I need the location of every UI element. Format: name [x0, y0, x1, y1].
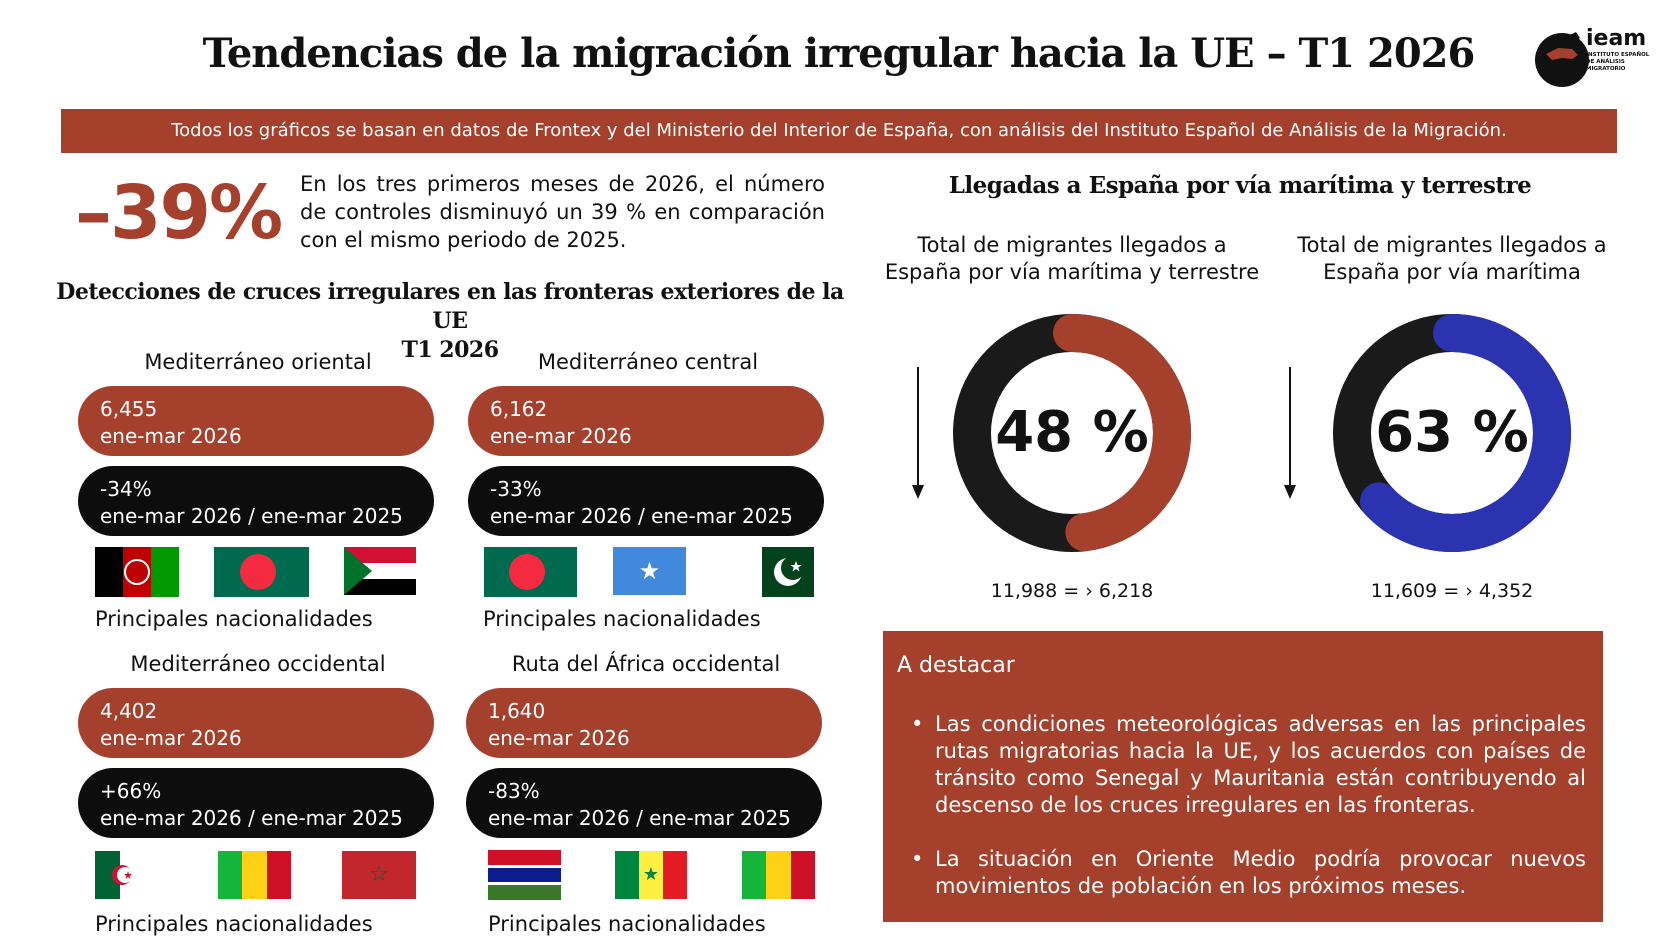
route-period: ene-mar 2026: [490, 424, 632, 448]
somalia-flag: ★: [613, 547, 686, 595]
spain-arrivals-title: Llegadas a España por vía marítima y ter…: [948, 172, 1532, 199]
route-change: +66%: [100, 779, 162, 803]
detections-title: Detecciones de cruces irregulares en las…: [50, 278, 850, 365]
donut-caption-line2: España por vía marítima y terrestre: [884, 260, 1260, 284]
highlight-item: La situación en Oriente Medio podría pro…: [911, 846, 1586, 900]
logo-subtext: INSTITUTO ESPAÑOL DE ANÁLISIS MIGRATORIO: [1586, 52, 1650, 72]
highlight-item: Las condiciones meteorológicas adversas …: [911, 711, 1586, 819]
route-count-pill: 4,402 ene-mar 2026: [78, 688, 434, 758]
route-period: ene-mar 2026: [100, 424, 242, 448]
logo-text: ieam: [1586, 26, 1647, 51]
donut-change-values: 11,988 = › 6,218: [990, 580, 1154, 602]
detections-title-line2: T1 2026: [401, 337, 499, 363]
route-count-pill: 6,455 ene-mar 2026: [78, 386, 434, 456]
page-title: Tendencias de la migración irregular hac…: [202, 30, 1476, 77]
route-change-pill: +66% ene-mar 2026 / ene-mar 2025: [78, 768, 434, 838]
summary-text: En los tres primeros meses de 2026, el n…: [300, 172, 825, 252]
route-change-pill: -33% ene-mar 2026 / ene-mar 2025: [468, 466, 824, 536]
route-count-pill: 1,640 ene-mar 2026: [466, 688, 822, 758]
donut-chart-land-sea: [953, 314, 1191, 552]
route-name-east-med: Mediterráneo oriental: [144, 350, 372, 374]
summary-big-value: –39%: [75, 170, 283, 256]
donut-arc: [953, 314, 1191, 552]
ieam-logo-icon: [1535, 32, 1589, 87]
algeria-flag: [95, 851, 145, 899]
route-count: 4,402: [100, 699, 158, 723]
bangladesh-flag: [484, 547, 577, 597]
bangladesh-flag: [214, 547, 309, 597]
nationalities-label: Principales nacionalidades: [95, 607, 373, 631]
donut-percentage: 48 %: [995, 400, 1149, 465]
donut-percentage: 63 %: [1375, 400, 1529, 465]
nationalities-label: Principales nacionalidades: [483, 607, 761, 631]
route-count: 1,640: [488, 699, 546, 723]
route-change: -83%: [488, 779, 540, 803]
down-arrow-icon: [1284, 367, 1296, 499]
route-change-pill: -83% ene-mar 2026 / ene-mar 2025: [466, 768, 822, 838]
senegal-flag: ★: [615, 851, 687, 899]
route-compare: ene-mar 2026 / ene-mar 2025: [100, 806, 403, 830]
nationalities-label: Principales nacionalidades: [95, 912, 373, 936]
route-change-pill: -34% ene-mar 2026 / ene-mar 2025: [78, 466, 434, 536]
donut-caption-line2: España por vía marítima: [1323, 260, 1581, 284]
route-change: -33%: [490, 477, 542, 501]
route-name-west-med: Mediterráneo occidental: [130, 652, 386, 676]
sudan-flag: [344, 547, 416, 595]
down-arrow-icon: [912, 367, 924, 499]
donut-chart-sea: [1333, 314, 1571, 552]
donut-caption: Total de migrantes llegados a España por…: [1252, 232, 1652, 286]
mali-flag: [742, 851, 815, 899]
morocco-flag: ☆: [342, 851, 416, 899]
donut-caption-line1: Total de migrantes llegados a: [917, 233, 1227, 257]
route-name-west-africa: Ruta del África occidental: [511, 652, 781, 676]
route-count-pill: 6,162 ene-mar 2026: [468, 386, 824, 456]
donut-caption-line1: Total de migrantes llegados a: [1297, 233, 1607, 257]
route-compare: ene-mar 2026 / ene-mar 2025: [488, 806, 791, 830]
route-period: ene-mar 2026: [488, 726, 630, 750]
gambia-flag: [488, 850, 561, 900]
donut-caption: Total de migrantes llegados a España por…: [872, 232, 1272, 286]
route-count: 6,455: [100, 397, 158, 421]
route-change: -34%: [100, 477, 152, 501]
detections-title-line1: Detecciones de cruces irregulares en las…: [56, 279, 844, 334]
pakistan-flag: [744, 547, 814, 597]
afghanistan-flag: [95, 547, 179, 597]
mali-flag: [218, 851, 291, 899]
highlights-title: A destacar: [897, 653, 1015, 678]
route-compare: ene-mar 2026 / ene-mar 2025: [490, 504, 793, 528]
route-count: 6,162: [490, 397, 548, 421]
source-banner: Todos los gráficos se basan en datos de …: [61, 109, 1617, 153]
route-compare: ene-mar 2026 / ene-mar 2025: [100, 504, 403, 528]
highlights-list: Las condiciones meteorológicas adversas …: [911, 711, 1586, 927]
route-period: ene-mar 2026: [100, 726, 242, 750]
donut-change-values: 11,609 = › 4,352: [1370, 580, 1534, 602]
highlights-box: A destacar Las condiciones meteorológica…: [883, 631, 1603, 922]
nationalities-label: Principales nacionalidades: [488, 912, 766, 936]
route-name-central-med: Mediterráneo central: [537, 350, 759, 374]
donut-arc: [1333, 314, 1571, 552]
